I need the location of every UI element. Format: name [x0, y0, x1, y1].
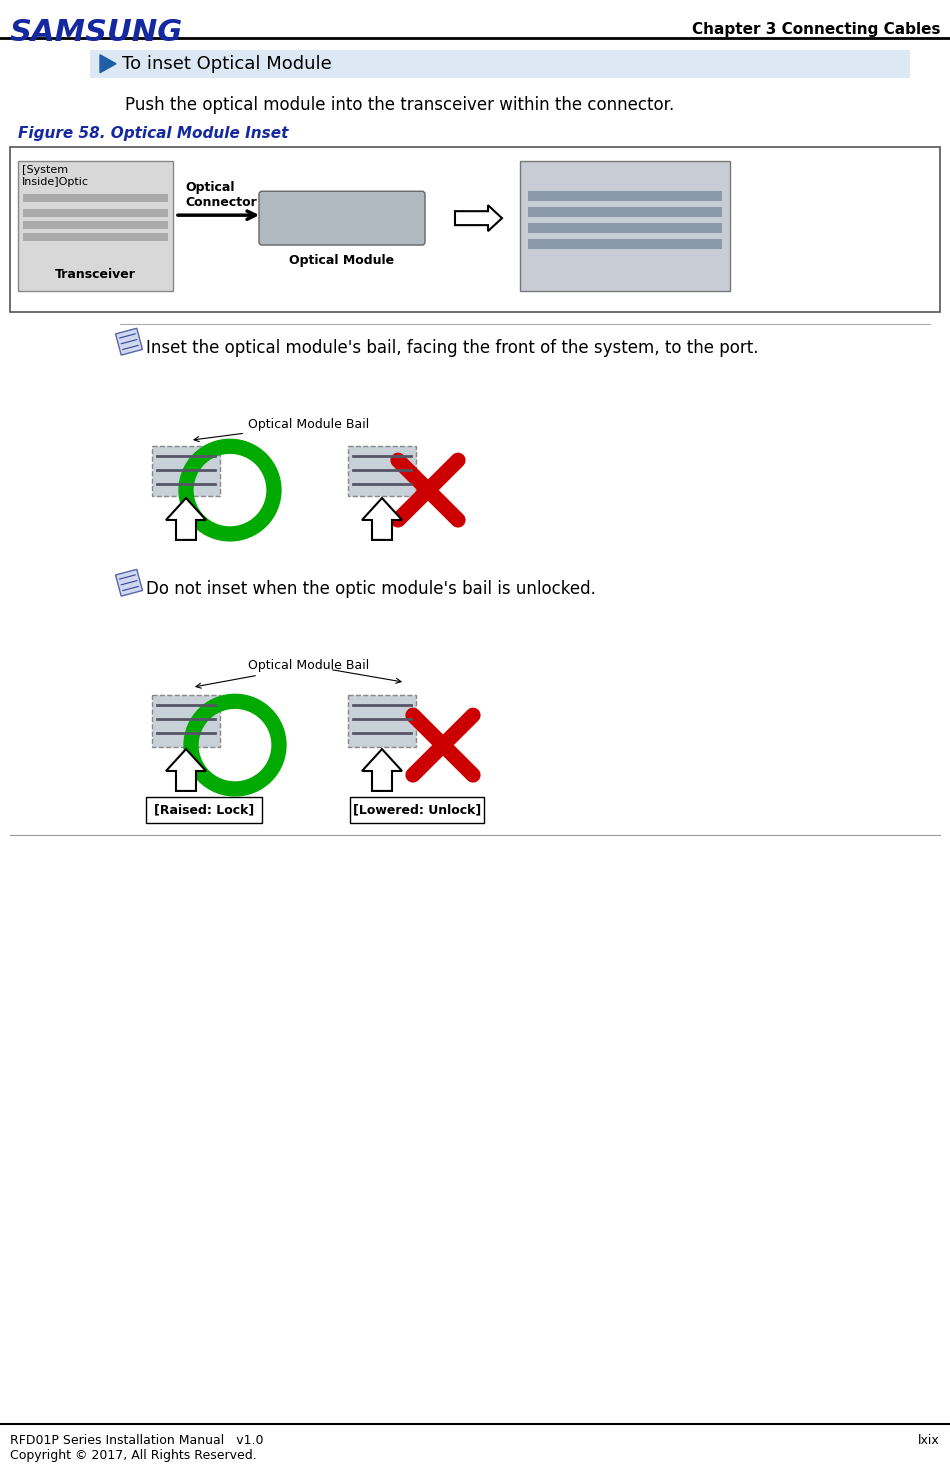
FancyBboxPatch shape [528, 239, 722, 250]
Text: Optical Module Bail: Optical Module Bail [194, 419, 370, 442]
FancyBboxPatch shape [18, 162, 173, 291]
Polygon shape [166, 749, 206, 790]
Polygon shape [116, 328, 142, 355]
FancyBboxPatch shape [152, 447, 220, 497]
FancyBboxPatch shape [348, 695, 416, 748]
FancyBboxPatch shape [23, 234, 168, 241]
FancyBboxPatch shape [23, 222, 168, 229]
FancyBboxPatch shape [528, 191, 722, 201]
Text: RFD01P Series Installation Manual   v1.0
Copyright © 2017, All Rights Reserved.: RFD01P Series Installation Manual v1.0 C… [10, 1434, 263, 1463]
FancyBboxPatch shape [259, 191, 425, 245]
FancyBboxPatch shape [520, 162, 730, 291]
Text: Inset the optical module's bail, facing the front of the system, to the port.: Inset the optical module's bail, facing … [146, 339, 758, 357]
Text: Optical Module Bail: Optical Module Bail [196, 660, 370, 687]
FancyBboxPatch shape [348, 447, 416, 497]
FancyBboxPatch shape [23, 209, 168, 217]
Text: To inset Optical Module: To inset Optical Module [122, 54, 332, 73]
Text: [Lowered: Unlock]: [Lowered: Unlock] [352, 804, 481, 817]
FancyBboxPatch shape [528, 207, 722, 217]
Polygon shape [116, 570, 142, 596]
Polygon shape [166, 498, 206, 541]
FancyBboxPatch shape [23, 194, 168, 203]
Text: Chapter 3 Connecting Cables: Chapter 3 Connecting Cables [692, 22, 940, 37]
FancyBboxPatch shape [152, 695, 220, 748]
Polygon shape [362, 749, 402, 790]
Text: [System
Inside]Optic: [System Inside]Optic [22, 166, 89, 187]
FancyBboxPatch shape [528, 223, 722, 234]
Text: Optical Module: Optical Module [290, 254, 394, 267]
FancyBboxPatch shape [90, 50, 910, 78]
Polygon shape [100, 54, 116, 73]
Polygon shape [455, 206, 502, 231]
Text: Optical
Connector: Optical Connector [185, 181, 256, 209]
FancyBboxPatch shape [10, 147, 940, 311]
Polygon shape [362, 498, 402, 541]
FancyBboxPatch shape [146, 796, 262, 823]
Text: Transceiver: Transceiver [55, 267, 136, 281]
Text: SAMSUNG: SAMSUNG [10, 18, 183, 47]
Text: Push the optical module into the transceiver within the connector.: Push the optical module into the transce… [125, 95, 674, 113]
Text: Figure 58. Optical Module Inset: Figure 58. Optical Module Inset [18, 125, 289, 141]
FancyBboxPatch shape [350, 796, 484, 823]
Text: Do not inset when the optic module's bail is unlocked.: Do not inset when the optic module's bai… [146, 580, 596, 598]
Text: lxix: lxix [919, 1434, 940, 1447]
Text: [Raised: Lock]: [Raised: Lock] [154, 804, 255, 817]
